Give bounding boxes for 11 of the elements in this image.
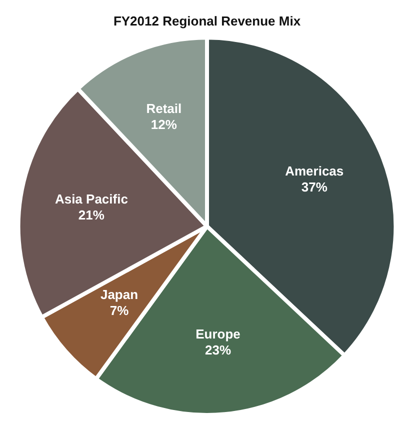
data-label: 12%	[150, 117, 178, 132]
data-label: 37%	[301, 179, 328, 194]
data-label: 21%	[78, 208, 105, 223]
slice-label: Europe	[196, 326, 240, 342]
slice-label: Japan	[100, 287, 138, 302]
data-label: 23%	[204, 342, 232, 358]
slice-label: Asia Pacific	[54, 192, 128, 207]
data-label: 7%	[110, 303, 130, 318]
slice-label: Americas	[285, 163, 344, 178]
slice-label: Retail	[146, 101, 182, 116]
chart-title: FY2012 Regional Revenue Mix	[113, 13, 302, 28]
